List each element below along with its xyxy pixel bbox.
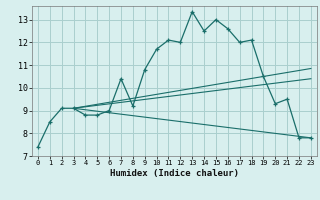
X-axis label: Humidex (Indice chaleur): Humidex (Indice chaleur): [110, 169, 239, 178]
